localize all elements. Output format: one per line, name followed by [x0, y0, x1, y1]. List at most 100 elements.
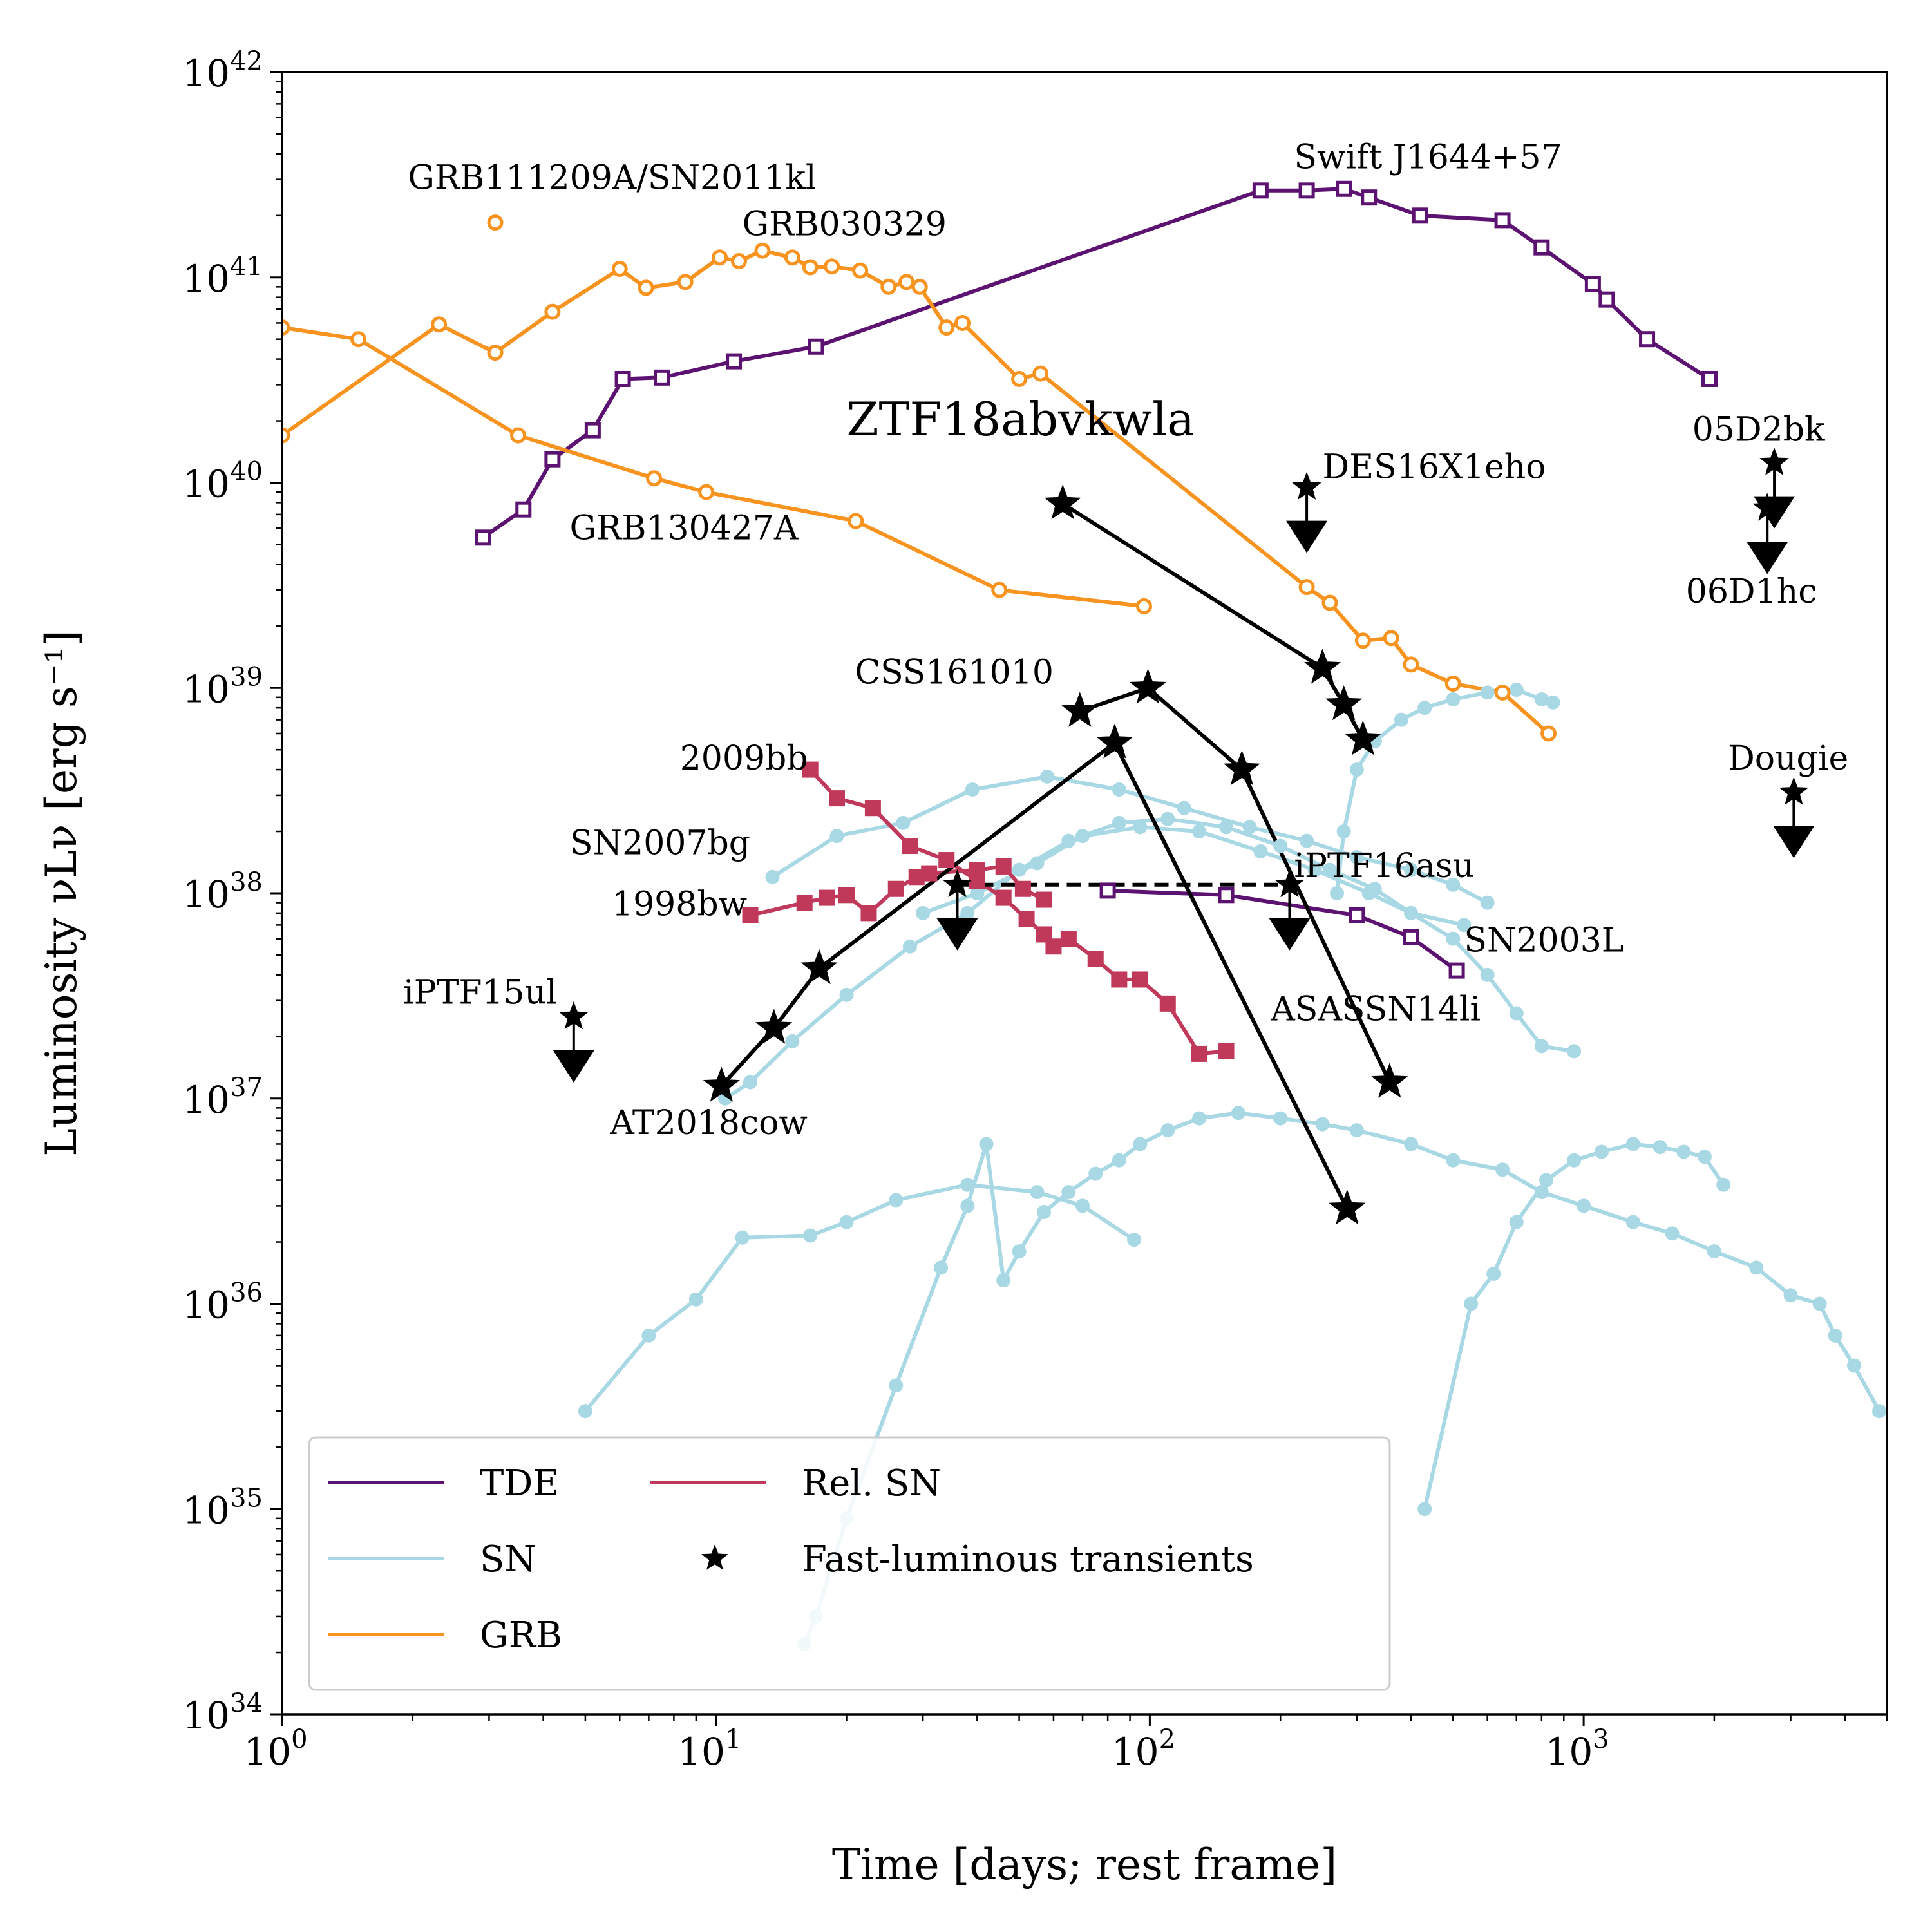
point-asassn14li-2: [1349, 907, 1365, 923]
point-sn2007bg-5: [1112, 782, 1126, 797]
point-grb030329-12: [824, 258, 840, 275]
upper-limit-dougie-0-star: [1779, 777, 1809, 805]
point-sn-mid-2-1: [743, 1075, 758, 1090]
point-swift-j1644-57-18: [1701, 370, 1718, 387]
point-asassn14li-3: [1403, 929, 1419, 945]
y-tick-base: 10: [182, 873, 230, 916]
annotation-label: 1998bw: [612, 885, 747, 923]
point-grb130427a-6: [991, 582, 1008, 598]
point-sn-faint-2-25: [1625, 1215, 1640, 1229]
point-asassn14li-4: [1448, 962, 1465, 979]
point-sn-faint-3-4: [1539, 1173, 1554, 1188]
point-sn-faint-1-9: [1075, 1198, 1090, 1213]
point-swift-j1644-57-15: [1584, 276, 1601, 292]
point-swift-j1644-57-12: [1412, 207, 1428, 224]
y-tick-base: 10: [182, 462, 230, 506]
point-sn-mid-3-5: [1417, 701, 1432, 715]
point-sn-faint-2-3: [889, 1378, 904, 1393]
point-sn-faint-3-10: [1697, 1150, 1712, 1164]
point-2009bb-2: [864, 800, 881, 817]
point-sn-faint-3-2: [1486, 1266, 1501, 1281]
point-sn-faint-3-9: [1676, 1144, 1691, 1159]
y-tick-base: 10: [182, 667, 230, 711]
point-sn-faint-1-8: [1030, 1185, 1045, 1200]
point-sn-faint-2-18: [1315, 1117, 1330, 1132]
point-grb030329-28: [1540, 725, 1557, 742]
point-sn-mid-2-17: [1509, 1006, 1524, 1021]
y-tick-label: 1038: [182, 867, 263, 916]
annotation-label: 06D1hc: [1686, 573, 1817, 611]
point-sn-faint-2-9: [1036, 1204, 1051, 1219]
series-line-sn-faint-2: [802, 1111, 1881, 1645]
point-grb030329-11: [802, 259, 819, 276]
legend-box: [308, 1436, 1391, 1691]
point-swift-j1644-57-17: [1639, 331, 1656, 348]
point-grb130427a-2: [510, 427, 527, 444]
point-grb030329-15: [898, 274, 915, 290]
point-swift-j1644-57-5: [654, 369, 670, 386]
series-line-grb130427a: [282, 325, 1144, 609]
point-at2018cow-4: [1329, 1189, 1366, 1225]
point-sn-faint-2-22: [1495, 1162, 1510, 1177]
point-2009bb-4: [938, 852, 955, 869]
upper-limit-iptf16asu-0-arrow: [936, 918, 978, 951]
axes: 100 101 102 1031034103510361037103810391040…: [37, 46, 1888, 1889]
point-sn2003l-4: [1133, 820, 1148, 835]
point-sn-faint-2-16: [1231, 1106, 1245, 1121]
annotation-label: ZTF18abvkwla: [847, 392, 1195, 446]
point-grb030329-22: [1321, 594, 1338, 611]
point-sn-faint-2-27: [1707, 1244, 1721, 1259]
point-asassn14li-1: [1218, 887, 1235, 904]
point-grb130427a-7: [1135, 598, 1152, 614]
y-tick-label: 1041: [182, 252, 263, 301]
point-css161010-2: [1223, 750, 1260, 786]
point-grb030329-8: [730, 253, 747, 270]
point-sn-mid-2-3: [839, 987, 854, 1002]
point-sn-faint-1-3: [735, 1230, 750, 1245]
point-1998bw-1: [796, 895, 813, 911]
point-sn-faint-1-4: [803, 1228, 818, 1243]
point-sn-mid-2-2: [785, 1034, 800, 1048]
point-sn-faint-1-6: [889, 1193, 904, 1208]
point-sn2007bg-9: [1349, 849, 1364, 864]
annotation-label: Dougie: [1728, 739, 1848, 778]
point-grb030329-9: [754, 242, 771, 259]
upper-limit-iptf15ul-0-star: [559, 1001, 589, 1030]
annotation-label: SN2007bg: [570, 824, 750, 862]
point-sn-mid-2-15: [1446, 931, 1461, 946]
point-sn-faint-2-20: [1404, 1137, 1419, 1151]
y-tick-exp: 36: [230, 1278, 263, 1308]
point-grb030329-6: [677, 274, 694, 290]
point-grb030329-14: [880, 278, 897, 295]
point-css161010-3: [1371, 1063, 1408, 1098]
point-2009bb-12: [1111, 971, 1128, 988]
point-grb130427a-5: [848, 513, 864, 529]
point-2009bb-8: [1036, 926, 1052, 943]
point-sn-faint-2-11: [1088, 1166, 1103, 1181]
point-sn-mid-2-11: [1273, 838, 1288, 853]
point-sn-mid-3-7: [1480, 685, 1495, 700]
point-swift-j1644-57-16: [1598, 291, 1615, 308]
point-sn2003l-0: [916, 905, 931, 920]
point-sn-mid-2-6: [1012, 862, 1027, 877]
y-tick-label: 1035: [182, 1483, 263, 1532]
point-swift-j1644-57-13: [1494, 212, 1511, 229]
point-grb030329-24: [1383, 630, 1399, 647]
point-sn-faint-2-4: [934, 1260, 949, 1275]
point-swift-j1644-57-2: [544, 451, 561, 468]
point-sn-faint-2-12: [1112, 1153, 1126, 1168]
y-tick-base: 10: [182, 52, 230, 95]
x-tick-label: 103: [1545, 1725, 1609, 1774]
point-sn-mid-2-14: [1404, 905, 1419, 920]
point-2009bb-6: [995, 889, 1012, 906]
x-tick-base: 10: [243, 1730, 291, 1774]
point-sn-faint-1-10: [1127, 1233, 1142, 1247]
legend: TDE Rel. SN SN Fast-luminous transients GRB: [308, 1436, 1391, 1691]
point-sn-faint-2-30: [1812, 1296, 1827, 1311]
point-swift-j1644-57-7: [808, 338, 824, 355]
x-tick-label: 102: [1112, 1725, 1175, 1774]
point-1998bw-11: [1036, 891, 1052, 908]
y-tick-exp: 37: [230, 1073, 263, 1103]
point-sn2003l-3: [1075, 829, 1090, 844]
point-grb130427a-3: [646, 470, 663, 487]
